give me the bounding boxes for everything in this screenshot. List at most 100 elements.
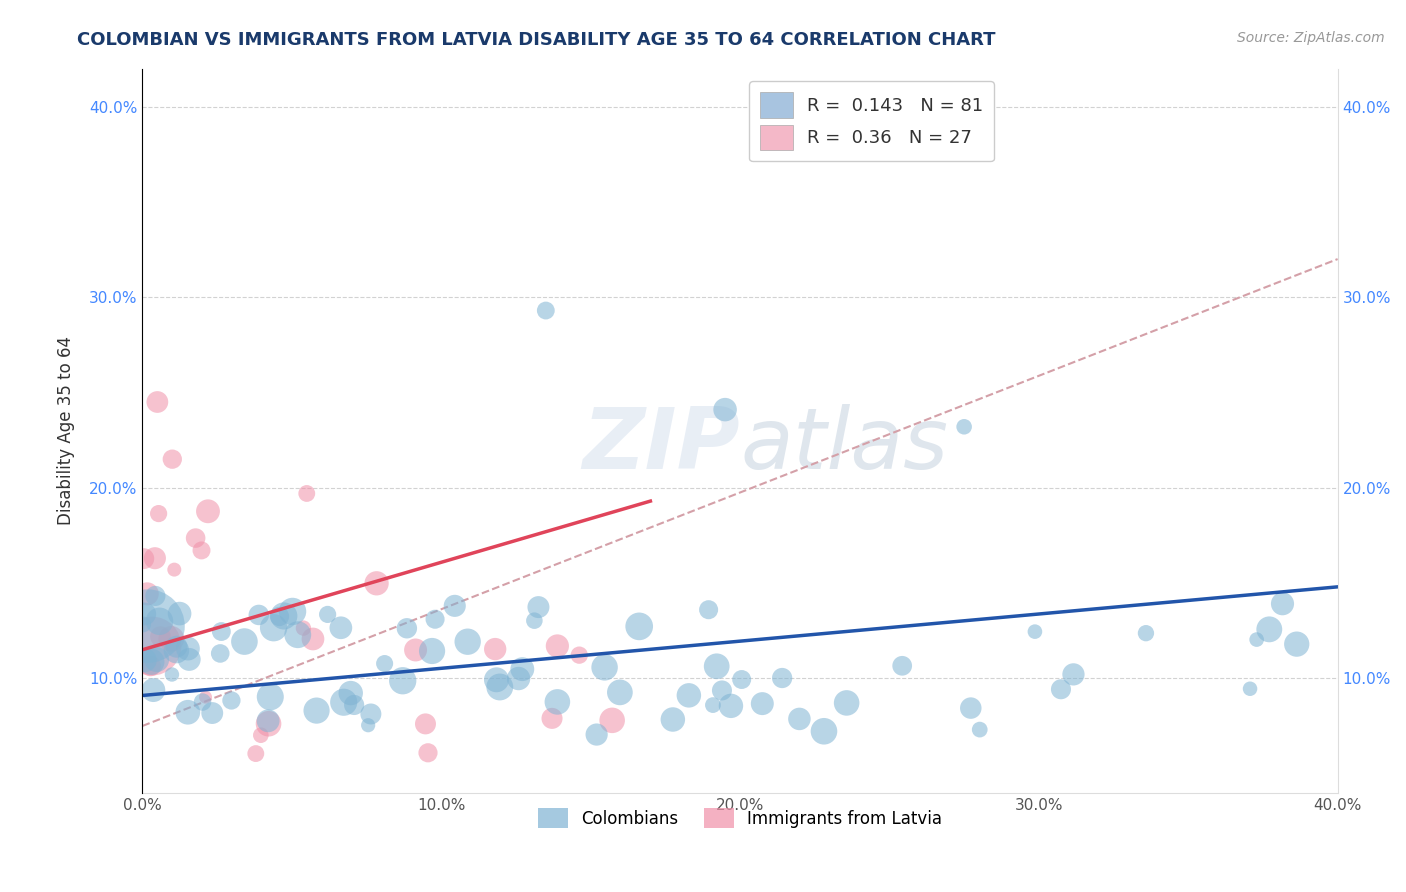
Point (169, 607, 191, 621)
Point (484, 642, 506, 657)
Point (233, 634, 256, 648)
Point (1271, 597, 1294, 611)
Point (134, 653, 156, 667)
Point (295, 486, 318, 500)
Point (148, 507, 170, 521)
Point (457, 634, 479, 648)
Point (141, 655, 163, 669)
Point (366, 576, 388, 591)
Point (184, 531, 207, 545)
Point (789, 712, 811, 726)
Point (339, 686, 361, 700)
Point (165, 643, 187, 657)
Point (269, 609, 291, 624)
Point (357, 718, 380, 732)
Point (201, 706, 224, 720)
Point (287, 628, 309, 642)
Point (953, 419, 976, 434)
Point (1239, 681, 1261, 696)
Point (145, 652, 167, 666)
Text: Source: ZipAtlas.com: Source: ZipAtlas.com (1237, 31, 1385, 45)
Point (148, 615, 170, 629)
Point (485, 673, 508, 687)
Point (250, 728, 273, 742)
Point (770, 671, 793, 685)
Point (329, 621, 352, 635)
Point (534, 303, 557, 318)
Text: ZIP: ZIP (582, 403, 740, 486)
Point (360, 706, 382, 721)
Point (149, 630, 172, 644)
Point (662, 713, 685, 727)
Point (163, 563, 186, 577)
Point (132, 617, 155, 632)
Point (702, 698, 724, 712)
Point (600, 714, 623, 728)
Point (420, 644, 443, 658)
Point (209, 624, 232, 639)
Point (209, 647, 232, 661)
Point (395, 621, 418, 635)
Point (391, 673, 413, 688)
Point (142, 683, 165, 698)
Point (710, 683, 733, 698)
Point (305, 704, 328, 718)
Point (1285, 637, 1308, 651)
Point (585, 727, 607, 741)
Point (134, 607, 156, 621)
Point (190, 543, 212, 558)
Point (139, 659, 162, 673)
Point (162, 452, 184, 467)
Point (488, 680, 510, 694)
Text: atlas: atlas (740, 403, 948, 486)
Point (257, 716, 280, 731)
Point (136, 587, 159, 601)
Point (541, 711, 564, 725)
Point (292, 621, 315, 635)
Point (1258, 623, 1281, 637)
Point (160, 667, 183, 681)
Point (194, 690, 217, 705)
Point (813, 724, 835, 739)
Point (405, 643, 427, 657)
Point (720, 698, 742, 713)
Point (969, 723, 991, 737)
Point (263, 621, 285, 635)
Point (678, 689, 700, 703)
Point (568, 648, 591, 662)
Point (343, 698, 366, 712)
Point (247, 607, 270, 622)
Point (510, 662, 533, 676)
Point (281, 605, 304, 619)
Point (332, 695, 354, 709)
Point (160, 632, 183, 646)
Point (423, 612, 446, 626)
Point (891, 658, 914, 673)
Point (1050, 682, 1073, 697)
Point (751, 697, 773, 711)
Point (835, 696, 858, 710)
Point (415, 717, 437, 731)
Point (1135, 626, 1157, 640)
Y-axis label: Disability Age 35 to 64: Disability Age 35 to 64 (58, 336, 75, 525)
Point (179, 652, 201, 666)
Point (145, 589, 167, 603)
Point (136, 619, 159, 633)
Point (177, 705, 200, 719)
Point (191, 695, 214, 709)
Point (302, 632, 325, 646)
Point (245, 747, 267, 761)
Point (197, 504, 219, 518)
Point (132, 551, 155, 566)
Point (546, 639, 568, 653)
Point (1246, 632, 1268, 647)
Point (527, 600, 550, 615)
Point (609, 685, 631, 699)
Point (628, 619, 651, 633)
Point (141, 639, 163, 653)
Point (959, 701, 981, 715)
Text: COLOMBIAN VS IMMIGRANTS FROM LATVIA DISABILITY AGE 35 TO 64 CORRELATION CHART: COLOMBIAN VS IMMIGRANTS FROM LATVIA DISA… (77, 31, 995, 49)
Point (146, 395, 169, 409)
Point (257, 714, 280, 728)
Point (593, 660, 616, 674)
